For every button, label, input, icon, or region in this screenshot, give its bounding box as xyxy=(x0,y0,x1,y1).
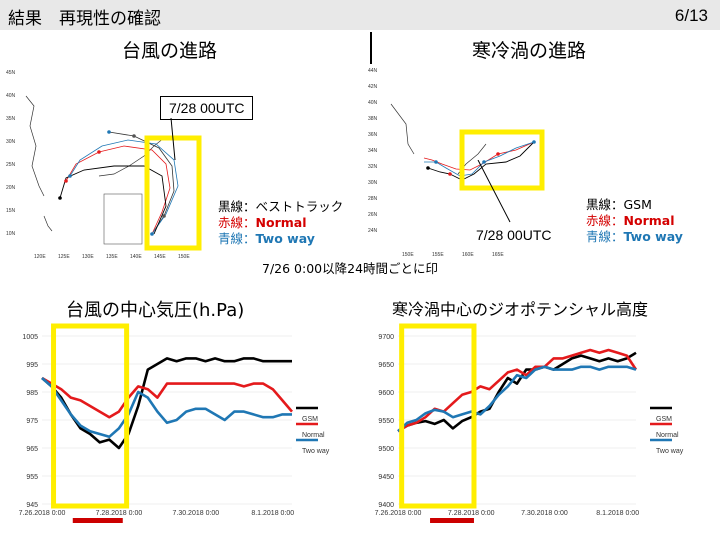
map-lat-label: 26N xyxy=(368,212,378,218)
typhoon-track-title: 台風の進路 xyxy=(122,40,218,62)
x-tick-label: 8.1.2018 0:00 xyxy=(596,510,639,517)
legend-red-value: Normal xyxy=(255,215,307,230)
legend-label: Two way xyxy=(302,448,330,455)
height-chart: 9400 9450 9500 9550 9600 9650 9700 7.26.2018 0:… xyxy=(364,323,720,536)
pressure-chart: 945 955 965 975 985 995 1005 7.26.2018 0:00 7.28… xyxy=(0,323,360,536)
map-lat-label: 30N xyxy=(6,139,16,145)
map-lon-label: 125E xyxy=(58,254,70,260)
y-tick-label: 955 xyxy=(26,474,38,481)
x-tick-label: 7.28.2018 0:00 xyxy=(448,510,495,517)
map-lat-label: 25N xyxy=(6,162,16,168)
typhoon-callout: 7/28 00UTC xyxy=(160,96,254,120)
map-lon-label: 130E xyxy=(82,254,94,260)
map-lat-label: 15N xyxy=(6,208,16,214)
map-lon-label: 135E xyxy=(106,254,118,260)
map-lon-label: 160E xyxy=(462,252,474,258)
legend-blue-prefix: 青線： xyxy=(586,229,624,244)
typhoon-legend: 黒線：ベストトラック 赤線：Normal 青線：Two way xyxy=(218,199,343,247)
x-tick-label: 7.26.2018 0:00 xyxy=(19,510,66,517)
y-tick-label: 945 xyxy=(26,502,38,509)
map-lat-label: 45N xyxy=(6,70,16,76)
legend-blue-prefix: 青線： xyxy=(218,231,256,246)
map-lat-label: 24N xyxy=(368,228,378,234)
legend-black-line: 黒線：GSM xyxy=(586,197,652,212)
legend-label: Normal xyxy=(302,432,325,439)
legend-label: Normal xyxy=(656,432,679,439)
map-lon-label: 155E xyxy=(432,252,444,258)
legend-blue-value: Two way xyxy=(623,229,683,244)
legend-black-line: 黒線：ベストトラック xyxy=(218,199,344,214)
map-lat-label: 20N xyxy=(6,185,16,191)
map-lat-label: 36N xyxy=(368,132,378,138)
height-chart-title: 寒冷渦中心のジオポテンシャル高度 xyxy=(392,300,649,319)
marker-footnote: 7/26 0:00以降24時間ごとに印 xyxy=(262,261,439,276)
cold-vortex-track-title: 寒冷渦の進路 xyxy=(472,40,587,62)
series-line xyxy=(397,351,637,433)
map-lat-label: 28N xyxy=(368,196,378,202)
map-lat-label: 30N xyxy=(368,180,378,186)
y-tick-label: 9400 xyxy=(378,502,394,509)
x-tick-label: 7.30.2018 0:00 xyxy=(172,510,219,517)
page-number: 6/13 xyxy=(674,6,708,25)
series-line xyxy=(397,365,637,433)
y-tick-label: 975 xyxy=(26,418,38,425)
y-tick-label: 995 xyxy=(26,362,38,369)
vortex-callout-pointer xyxy=(477,160,511,223)
map-lon-label: 150E xyxy=(178,254,190,260)
map-lat-label: 32N xyxy=(368,164,378,170)
y-tick-label: 9650 xyxy=(378,362,394,369)
legend-label: GSM xyxy=(302,416,318,423)
y-tick-label: 9500 xyxy=(378,446,394,453)
slide-title: 結果 再現性の確認 xyxy=(8,9,161,29)
y-tick-label: 9600 xyxy=(378,390,394,397)
map-lat-label: 35N xyxy=(6,116,16,122)
map-lat-label: 42N xyxy=(368,84,378,90)
series-line xyxy=(41,376,293,419)
x-tick-label: 7.30.2018 0:00 xyxy=(521,510,568,517)
legend-blue-value: Two way xyxy=(255,231,315,246)
map-lon-label: 165E xyxy=(492,252,504,258)
highlight-box xyxy=(399,323,477,509)
date-underline xyxy=(430,518,474,523)
x-tick-label: 7.28.2018 0:00 xyxy=(96,510,143,517)
highlight-box xyxy=(51,323,130,509)
vortex-legend: 黒線：GSM 赤線：Normal 青線：Two way xyxy=(586,197,683,245)
pressure-chart-title: 台風の中心気圧(h.Pa) xyxy=(66,300,245,321)
series-line xyxy=(41,357,292,450)
map-lat-label: 38N xyxy=(368,116,378,122)
slide-header: 結果 再現性の確認 6/13 xyxy=(0,0,720,30)
y-tick-label: 9450 xyxy=(378,474,394,481)
x-tick-label: 8.1.2018 0:00 xyxy=(251,510,294,517)
y-tick-label: 9550 xyxy=(378,418,394,425)
legend-red-value: Normal xyxy=(623,213,675,228)
legend-label: GSM xyxy=(656,416,672,423)
y-tick-label: 985 xyxy=(26,390,38,397)
map-lat-label: 10N xyxy=(6,231,16,237)
date-underline xyxy=(72,518,123,523)
map-lat-label: 40N xyxy=(368,100,378,106)
cold-vortex-track-map: 44N 42N 40N 38N 36N 34N 32N 30N 28N 26N 24N 150E 15… xyxy=(366,64,566,260)
map-lon-label: 145E xyxy=(154,254,166,260)
legend-label: Two way xyxy=(656,448,684,455)
map-lon-label: 120E xyxy=(34,254,46,260)
map-lon-label: 150E xyxy=(402,252,414,258)
vortex-callout: 7/28 00UTC xyxy=(468,224,560,246)
map-lat-label: 40N xyxy=(6,93,16,99)
legend-red-prefix: 赤線： xyxy=(218,215,256,230)
y-tick-label: 9700 xyxy=(378,334,394,341)
x-tick-label: 7.26.2018 0:00 xyxy=(375,510,422,517)
map-lat-label: 34N xyxy=(368,148,378,154)
map-lon-label: 140E xyxy=(130,254,142,260)
legend-red-prefix: 赤線： xyxy=(586,213,624,228)
y-tick-label: 965 xyxy=(26,446,38,453)
y-tick-label: 1005 xyxy=(22,334,38,341)
map-lat-label: 44N xyxy=(368,68,378,74)
typhoon-callout-pointer xyxy=(170,118,176,161)
series-line xyxy=(41,377,292,439)
